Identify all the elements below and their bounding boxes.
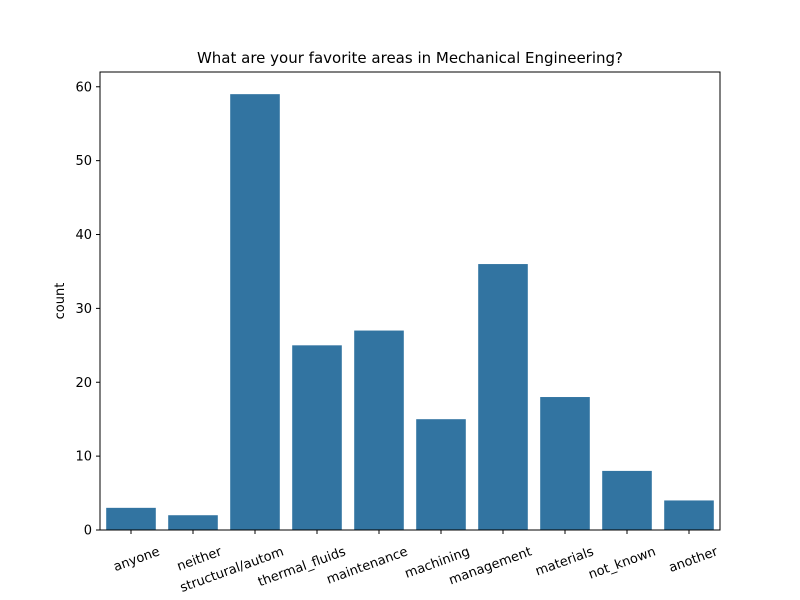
- y-tick-label: 40: [75, 228, 92, 243]
- bar-another: [664, 500, 714, 530]
- bar-management: [478, 264, 528, 530]
- y-tick-label: 30: [75, 302, 92, 317]
- x-axis-ticks: anyone neitherstructural/automthermal_flu…: [112, 530, 721, 596]
- y-tick-label: 10: [75, 450, 92, 465]
- x-tick-label: materials: [533, 544, 596, 579]
- y-tick-label: 50: [75, 154, 92, 169]
- y-axis-label: count: [53, 283, 68, 320]
- y-tick-label: 60: [75, 80, 92, 95]
- chart-title: What are your favorite areas in Mechanic…: [197, 49, 623, 67]
- bar-maintenance: [354, 330, 404, 530]
- bar-anyone: [106, 507, 156, 530]
- bar-thermal-fluids: [292, 345, 342, 530]
- y-tick-label: 0: [84, 524, 92, 539]
- y-axis-ticks: 0 10 20 30 40 50 60: [75, 80, 100, 539]
- x-tick-label: not_known: [587, 544, 658, 582]
- bar-not-known: [602, 470, 652, 530]
- bar-machining: [416, 419, 466, 530]
- bar-materials: [540, 397, 590, 530]
- y-tick-label: 20: [75, 376, 92, 391]
- x-tick-label: anyone: [112, 544, 162, 575]
- bars-layer: [106, 94, 714, 531]
- bar-neither: [168, 515, 218, 530]
- x-tick-label: another: [667, 544, 721, 576]
- bar-structural-autom: [230, 94, 280, 531]
- plot-frame: [99, 71, 721, 531]
